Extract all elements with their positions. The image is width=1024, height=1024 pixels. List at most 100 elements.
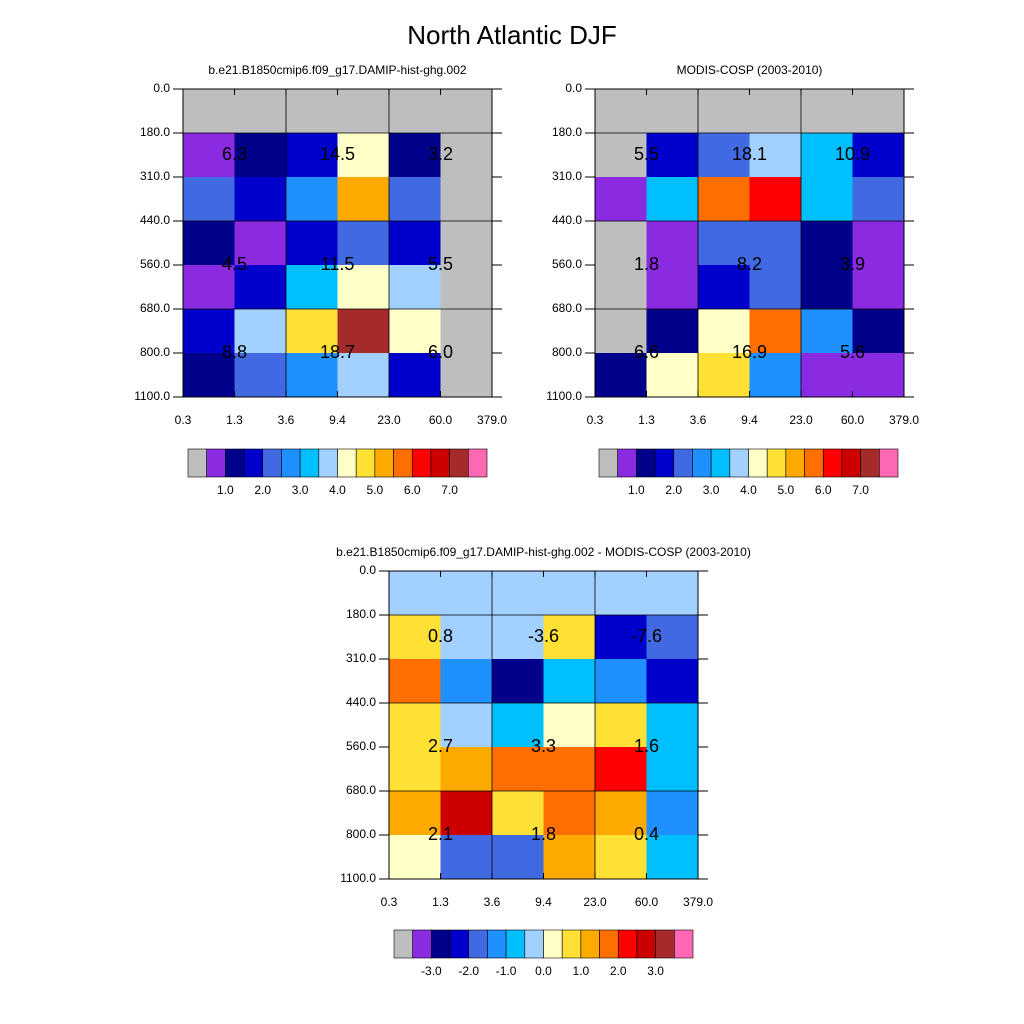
y-tick-label: 180.0	[140, 125, 170, 139]
colorbar-box	[411, 448, 432, 478]
colorbar-box	[617, 448, 637, 478]
cell	[595, 89, 647, 134]
cell	[852, 177, 905, 222]
colorbar-box	[524, 929, 544, 959]
cell	[801, 309, 853, 354]
cell	[595, 659, 647, 704]
colorbar-box	[636, 929, 656, 959]
x-tick-label: 9.4	[535, 895, 552, 909]
colorbar-label: 3.0	[703, 483, 720, 497]
colorbar-box	[393, 448, 413, 478]
cell	[595, 309, 647, 354]
group-total: 0.4	[634, 824, 659, 844]
cell	[698, 177, 750, 222]
y-tick-label: 180.0	[552, 125, 582, 139]
cell	[440, 89, 493, 134]
cell	[749, 353, 802, 398]
cell	[183, 133, 235, 178]
colorbar-box	[617, 929, 638, 959]
cell	[749, 309, 802, 354]
x-tick-label: 1.3	[432, 895, 449, 909]
cell	[234, 221, 287, 266]
colorbar-box	[449, 929, 470, 959]
colorbar-box	[187, 448, 207, 478]
x-tick-label: 9.4	[741, 413, 758, 427]
cell	[337, 309, 390, 354]
colorbar-box	[822, 448, 843, 478]
cell	[389, 221, 441, 266]
cell	[183, 89, 235, 134]
cell	[646, 133, 699, 178]
cell	[337, 265, 390, 310]
cell	[440, 221, 493, 266]
cell	[337, 133, 390, 178]
colorbar-label: 7.0	[441, 483, 458, 497]
cell	[286, 133, 338, 178]
cell	[183, 177, 235, 222]
colorbar-box	[674, 929, 694, 959]
y-tick-label: 680.0	[552, 301, 582, 315]
cell	[440, 265, 493, 310]
colorbar-box	[636, 448, 656, 478]
cell	[440, 615, 493, 660]
cell	[646, 615, 699, 660]
cell	[492, 835, 544, 880]
cell	[183, 353, 235, 398]
colorbar-box	[449, 448, 469, 478]
y-tick-label: 800.0	[140, 345, 170, 359]
x-tick-label: 3.6	[484, 895, 501, 909]
cell	[389, 353, 441, 398]
cell	[801, 89, 853, 134]
y-tick-label: 310.0	[140, 169, 170, 183]
main-title: North Atlantic DJF	[407, 20, 617, 50]
x-tick-label: 1.3	[226, 413, 243, 427]
group-total: 3.9	[840, 254, 865, 274]
group-total: 5.5	[428, 254, 453, 274]
colorbar-label: 5.0	[778, 483, 795, 497]
cell	[646, 835, 699, 880]
group-total: 6.6	[634, 342, 659, 362]
cell	[234, 309, 287, 354]
plot-frame	[594, 88, 905, 398]
cell	[440, 133, 493, 178]
panel-title: b.e21.B1850cmip6.f09_g17.DAMIP-hist-ghg.…	[208, 63, 466, 77]
cell	[595, 835, 647, 880]
x-tick-label: 379.0	[889, 413, 919, 427]
x-tick-label: 1.3	[638, 413, 655, 427]
cell	[698, 221, 750, 266]
cell	[646, 309, 699, 354]
y-tick-label: 560.0	[552, 257, 582, 271]
x-tick-label: 3.6	[278, 413, 295, 427]
group-total: 16.9	[732, 342, 767, 362]
colorbar-box	[243, 448, 264, 478]
panel-title: b.e21.B1850cmip6.f09_g17.DAMIP-hist-ghg.…	[336, 545, 751, 559]
cell	[852, 265, 905, 310]
cell	[337, 353, 390, 398]
group-total: 4.5	[222, 254, 247, 274]
y-tick-label: 440.0	[552, 213, 582, 227]
x-tick-label: 3.6	[690, 413, 707, 427]
colorbar-box	[748, 448, 768, 478]
group-total: 8.8	[222, 342, 247, 362]
y-tick-label: 180.0	[346, 607, 376, 621]
group-total: 6.3	[222, 144, 247, 164]
cell	[646, 353, 699, 398]
cell	[492, 571, 544, 616]
colorbar-box	[654, 448, 675, 478]
colorbar-label: 0.0	[535, 964, 552, 978]
cell	[389, 835, 441, 880]
colorbar-box	[505, 929, 526, 959]
group-total: 18.1	[732, 144, 767, 164]
cell	[749, 133, 802, 178]
y-tick-label: 800.0	[346, 827, 376, 841]
cell	[646, 571, 699, 616]
x-tick-label: 23.0	[377, 413, 401, 427]
cell	[440, 571, 493, 616]
colorbar-box	[337, 448, 357, 478]
cell	[646, 89, 699, 134]
group-total: 1.6	[634, 736, 659, 756]
cell	[389, 571, 441, 616]
cell	[801, 221, 853, 266]
colorbar-box	[281, 448, 301, 478]
colorbar-box	[430, 448, 450, 478]
